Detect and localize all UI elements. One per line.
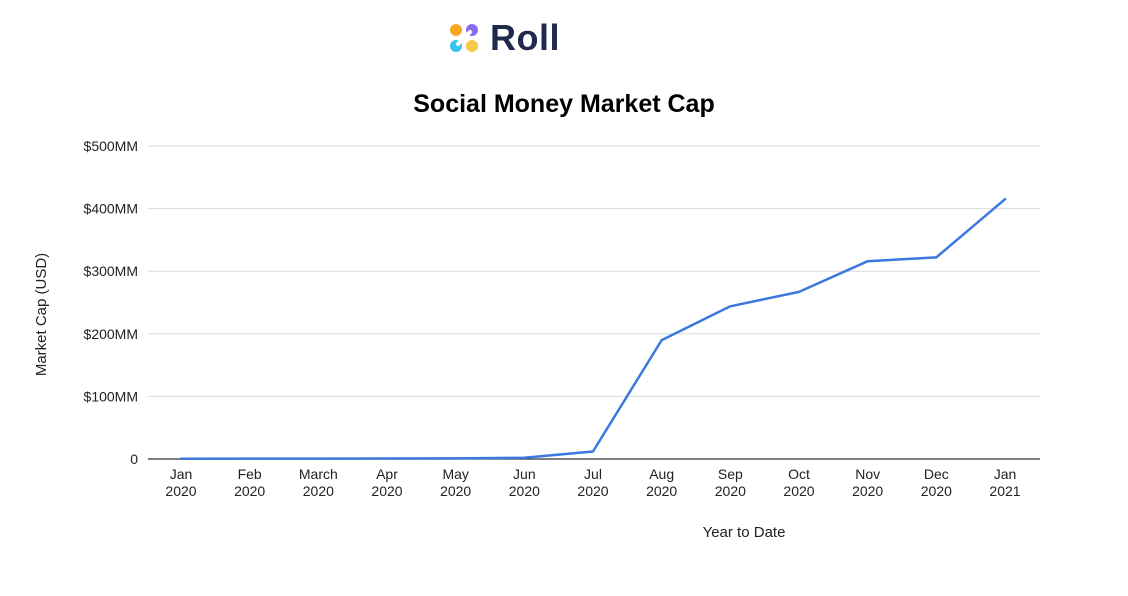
x-tick-month: Nov (855, 466, 880, 482)
roll-logo-icon (448, 22, 480, 54)
x-tick-month: March (299, 466, 338, 482)
x-tick-month: Jan (994, 466, 1017, 482)
x-axis-title: Year to Date (703, 524, 786, 541)
x-tick-label: Jul 2020 (577, 466, 608, 499)
x-tick-year: 2020 (234, 483, 265, 499)
chart-title: Social Money Market Cap (413, 90, 715, 118)
y-tick-label: $500MM (84, 138, 138, 154)
x-tick-month: Feb (238, 466, 262, 482)
roll-logo: Roll (448, 17, 560, 58)
x-tick-label: Jan 2020 (165, 466, 196, 499)
x-tick-month: Jan (170, 466, 193, 482)
x-tick-label: Nov 2020 (852, 466, 883, 499)
x-tick-year: 2021 (989, 483, 1020, 499)
x-tick-month: Jul (584, 466, 602, 482)
x-tick-year: 2020 (165, 483, 196, 499)
brand-name: Roll (490, 17, 560, 58)
x-tick-year: 2020 (440, 483, 471, 499)
y-axis-title: Market Cap (USD) (33, 253, 50, 376)
x-tick-month: Oct (788, 466, 810, 482)
x-tick-year: 2020 (371, 483, 402, 499)
x-tick-year: 2020 (783, 483, 814, 499)
y-tick-label: $300MM (84, 263, 138, 279)
x-tick-month: Jun (513, 466, 536, 482)
y-tick-label: $100MM (84, 388, 138, 404)
x-tick-label: Apr 2020 (371, 466, 402, 499)
x-tick-month: Aug (649, 466, 674, 482)
x-tick-year: 2020 (303, 483, 334, 499)
y-tick-label: 0 (130, 451, 138, 467)
x-tick-month: May (442, 466, 468, 482)
x-tick-year: 2020 (509, 483, 540, 499)
x-tick-year: 2020 (921, 483, 952, 499)
x-tick-label: Sep 2020 (715, 466, 746, 499)
x-tick-label: Jan 2021 (989, 466, 1020, 499)
x-tick-year: 2020 (715, 483, 746, 499)
series-line (179, 197, 1007, 460)
x-tick-label: March 2020 (299, 466, 338, 499)
x-tick-label: Dec 2020 (921, 466, 952, 499)
x-tick-month: Dec (924, 466, 949, 482)
x-tick-year: 2020 (646, 483, 677, 499)
x-tick-month: Sep (718, 466, 743, 482)
x-tick-label: Oct 2020 (783, 466, 814, 499)
y-tick-label: $400MM (84, 201, 138, 217)
x-tick-year: 2020 (577, 483, 608, 499)
x-tick-label: Jun 2020 (509, 466, 540, 499)
x-tick-year: 2020 (852, 483, 883, 499)
x-tick-month: Apr (376, 466, 398, 482)
x-tick-label: Feb 2020 (234, 466, 265, 499)
y-tick-label: $200MM (84, 326, 138, 342)
x-tick-label: Aug 2020 (646, 466, 677, 499)
x-tick-label: May 2020 (440, 466, 471, 499)
